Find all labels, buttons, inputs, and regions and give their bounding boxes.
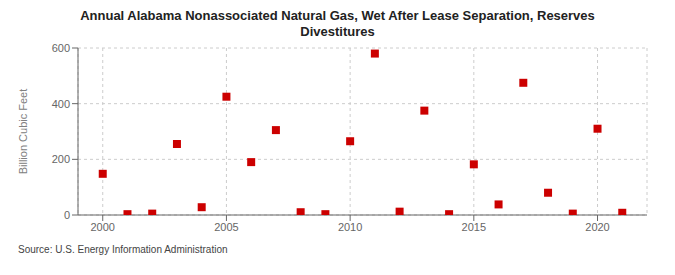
- svg-text:2000: 2000: [90, 221, 114, 233]
- svg-text:Billion Cubic Feet: Billion Cubic Feet: [17, 89, 29, 175]
- svg-text:0: 0: [64, 209, 70, 221]
- svg-text:200: 200: [52, 153, 70, 165]
- svg-text:2020: 2020: [585, 221, 609, 233]
- svg-text:400: 400: [52, 98, 70, 110]
- svg-text:2005: 2005: [214, 221, 238, 233]
- svg-text:2015: 2015: [462, 221, 486, 233]
- svg-text:2010: 2010: [338, 221, 362, 233]
- html-text:Annual Alabama Nonassociated N: Annual Alabama Nonassociated Natural Gas…: [80, 8, 595, 23]
- svg-text:600: 600: [52, 42, 70, 54]
- html-text:Divestitures: Divestitures: [300, 24, 375, 39]
- html-text:Source: U.S. Energy Informatio: Source: U.S. Energy Information Administ…: [18, 244, 228, 255]
